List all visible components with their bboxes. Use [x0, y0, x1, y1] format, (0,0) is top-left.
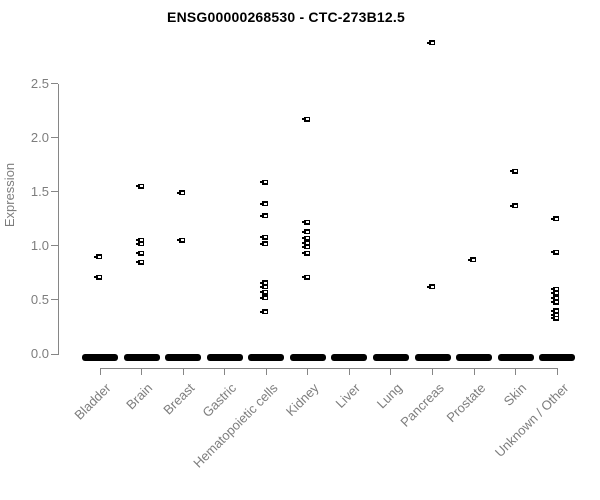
data-point	[301, 244, 310, 250]
data-point	[301, 229, 310, 235]
y-tick-label: 1.5	[30, 183, 49, 199]
x-category-label: Kidney	[283, 380, 322, 420]
data-point	[135, 259, 144, 265]
y-tick	[51, 299, 58, 301]
x-tick	[307, 368, 309, 375]
data-point	[551, 216, 560, 222]
data-point	[301, 235, 310, 241]
zero-cluster-bar	[456, 354, 493, 361]
x-category-label: Pancreas	[397, 380, 447, 430]
zero-cluster-bar	[331, 354, 368, 361]
data-point	[551, 315, 560, 321]
data-point	[301, 274, 310, 280]
x-tick	[348, 368, 350, 375]
data-point	[260, 309, 269, 315]
zero-cluster-bar	[248, 354, 285, 361]
data-point	[301, 240, 310, 246]
x-tick	[182, 368, 184, 375]
x-tick	[390, 368, 392, 375]
x-category-label: Skin	[501, 380, 530, 409]
data-point	[260, 201, 269, 207]
data-point	[551, 290, 560, 296]
data-point	[260, 284, 269, 290]
data-point	[135, 250, 144, 256]
data-point	[551, 295, 560, 301]
x-category-label: Gastric	[198, 380, 239, 421]
data-point	[468, 257, 477, 263]
y-tick-label: 1.0	[30, 237, 49, 253]
x-tick	[224, 368, 226, 375]
zero-cluster-bar	[123, 354, 160, 361]
data-point	[509, 168, 518, 174]
data-point	[551, 249, 560, 255]
data-point	[260, 234, 269, 240]
x-tick	[515, 368, 517, 375]
data-point	[551, 308, 560, 314]
data-point	[551, 299, 560, 305]
data-point	[135, 237, 144, 243]
data-point	[426, 284, 435, 290]
x-category-label: Brain	[123, 380, 156, 413]
y-tick	[51, 137, 58, 139]
y-tick-label: 0.5	[30, 291, 49, 307]
y-axis-line	[58, 83, 59, 355]
data-point	[301, 219, 310, 225]
x-category-label: Bladder	[71, 380, 114, 423]
y-tick	[51, 245, 58, 247]
data-point	[177, 237, 186, 243]
x-category-label: Lung	[373, 380, 405, 412]
data-point	[260, 289, 269, 295]
zero-cluster-bar	[414, 354, 451, 361]
zero-cluster-bar	[539, 354, 576, 361]
x-axis-line	[100, 368, 559, 369]
data-point	[135, 241, 144, 247]
data-point	[551, 312, 560, 318]
x-tick	[556, 368, 558, 375]
x-tick	[473, 368, 475, 375]
y-tick	[51, 191, 58, 193]
y-tick	[51, 353, 58, 355]
zero-cluster-bar	[82, 354, 118, 361]
x-tick	[141, 368, 143, 375]
x-category-label: Liver	[332, 380, 364, 411]
x-category-label: Prostate	[443, 380, 489, 426]
data-point	[301, 116, 310, 122]
y-tick-label: 2.5	[30, 75, 49, 91]
zero-cluster-bar	[372, 354, 409, 361]
x-tick	[265, 368, 267, 375]
zero-cluster-bar	[289, 354, 326, 361]
data-point	[94, 274, 102, 280]
data-point	[260, 295, 269, 301]
data-point	[509, 203, 518, 209]
x-tick	[432, 368, 434, 375]
data-point	[551, 286, 560, 292]
zero-cluster-bar	[497, 354, 534, 361]
data-point	[135, 183, 144, 189]
x-category-label: Breast	[159, 380, 198, 418]
data-point	[301, 250, 310, 256]
data-point	[260, 241, 269, 247]
data-point	[260, 213, 269, 219]
y-tick-label: 0.0	[30, 346, 49, 361]
data-point	[260, 179, 269, 185]
y-tick-label: 2.0	[30, 129, 49, 145]
data-point	[426, 40, 435, 46]
zero-cluster-bar	[206, 354, 243, 361]
data-point	[177, 190, 186, 196]
data-point	[94, 254, 102, 260]
data-point	[260, 280, 269, 286]
zero-cluster-bar	[165, 354, 202, 361]
chart-title: ENSG00000268530 - CTC-273B12.5	[167, 9, 405, 25]
y-tick	[51, 83, 58, 85]
x-tick	[99, 368, 101, 375]
